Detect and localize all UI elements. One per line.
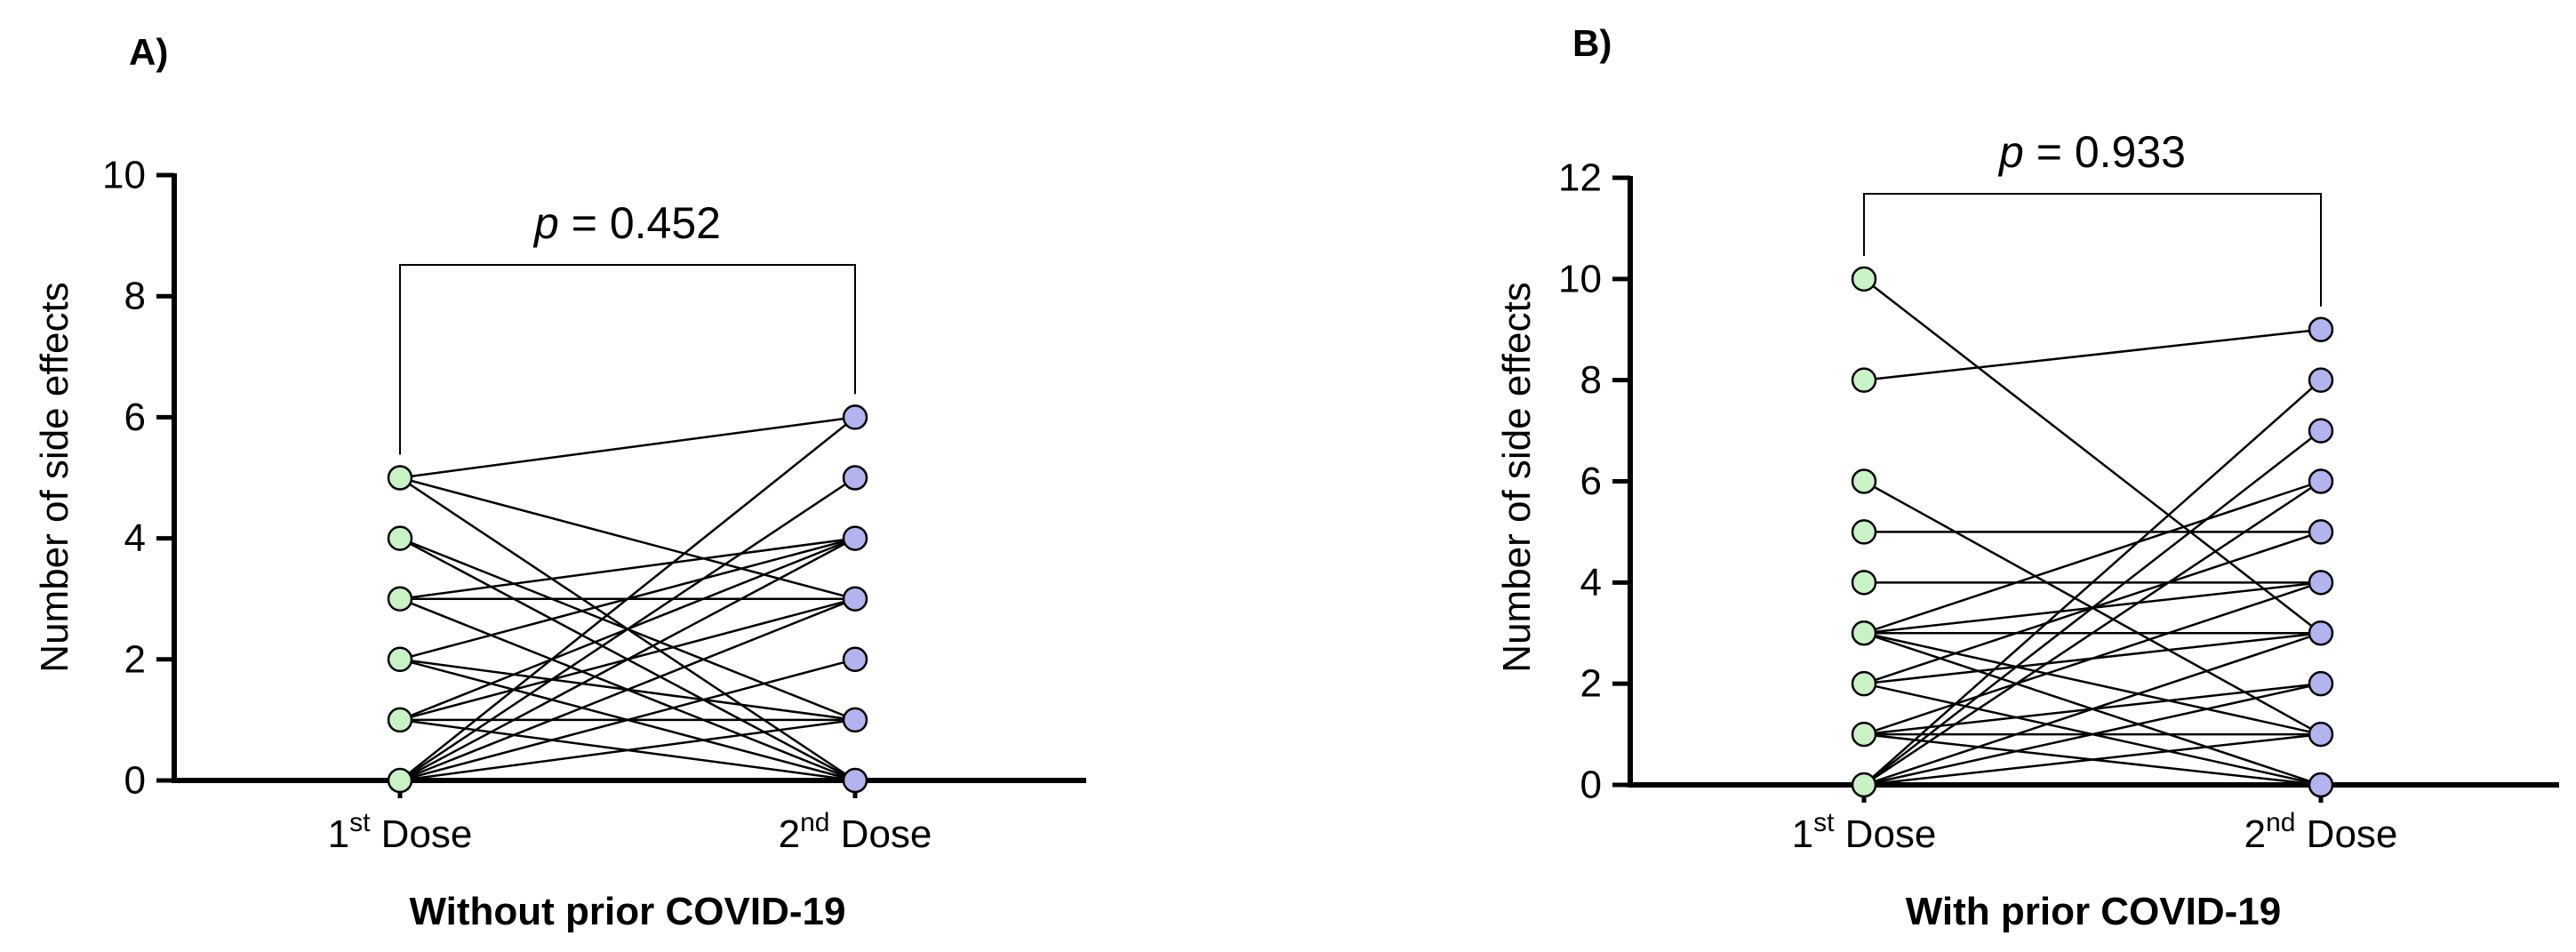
chart1-y-tick-label: 10 bbox=[102, 154, 146, 197]
chart2-second-dose-point bbox=[2308, 721, 2334, 748]
chart2-panel-label: B) bbox=[1572, 22, 1612, 64]
chart-b-svg: B) 0 2 4 6 8 10 12 1st Dose 2nd Dose Number of sid… bbox=[1495, 22, 2559, 933]
chart1-significance-bracket bbox=[399, 264, 856, 455]
chart2-pair-line bbox=[1863, 328, 2322, 381]
chart2-pair-line bbox=[1863, 682, 2322, 787]
chart1-pair-line bbox=[399, 597, 856, 782]
chart2-first-dose-point bbox=[1851, 670, 1877, 697]
chart2-y-tick-label: 4 bbox=[1580, 561, 1602, 604]
chart1-y-tick-label: 0 bbox=[124, 759, 146, 803]
chart1-second-dose-point bbox=[842, 465, 868, 491]
chart1-pair-line bbox=[399, 718, 856, 782]
chart2-pair-line bbox=[1863, 480, 2322, 635]
chart2-first-dose-point bbox=[1851, 570, 1877, 596]
chart1-second-dose-point bbox=[842, 525, 868, 551]
chart2-second-dose-point bbox=[2308, 620, 2334, 646]
chart2-first-dose-point bbox=[1851, 772, 1877, 798]
chart2-y-tick-label: 8 bbox=[1580, 358, 1602, 402]
chart1-second-dose-point bbox=[842, 767, 868, 794]
chart2-y-tick-label: 12 bbox=[1558, 156, 1602, 200]
chart1-second-dose-point bbox=[842, 404, 868, 430]
chart2-first-dose-point bbox=[1851, 266, 1877, 292]
chart1-y-axis-label: Number of side effects bbox=[33, 282, 76, 672]
chart2-y-axis-label: Number of side effects bbox=[1495, 282, 1539, 672]
chart2-second-dose-point bbox=[2308, 772, 2334, 798]
chart2-second-dose-point bbox=[2308, 570, 2334, 596]
chart1-second-dose-point bbox=[842, 707, 868, 733]
chart2-pair-line bbox=[1863, 632, 2322, 736]
chart1-panel-label: A) bbox=[129, 31, 168, 73]
chart1-category-label: 1st Dose bbox=[328, 808, 473, 856]
chart2-pair-line bbox=[1863, 581, 2322, 736]
chart2-pair-line bbox=[1863, 277, 2322, 635]
chart1-x-axis-label: Without prior COVID-19 bbox=[410, 890, 846, 933]
chart1-p-value: p = 0.452 bbox=[532, 198, 721, 248]
chart2-second-dose-point bbox=[2308, 519, 2334, 545]
chart2-first-dose-point bbox=[1851, 367, 1877, 393]
chart2-second-dose-point bbox=[2308, 418, 2334, 444]
panel-b-chart: B) 0 2 4 6 8 10 12 1st Dose 2nd Dose Number of sid… bbox=[1288, 0, 2576, 952]
chart2-significance-bracket bbox=[1863, 193, 2322, 307]
chart2-second-dose-point bbox=[2308, 468, 2334, 494]
chart2-second-dose-point bbox=[2308, 316, 2334, 342]
chart1-second-dose-point bbox=[842, 586, 868, 612]
chart2-pair-line bbox=[1863, 480, 2322, 787]
chart2-first-dose-point bbox=[1851, 468, 1877, 494]
chart1-pair-line bbox=[399, 416, 856, 781]
chart1-second-dose-point bbox=[842, 646, 868, 673]
chart2-category-label: 1st Dose bbox=[1792, 808, 1937, 856]
chart2-first-dose-point bbox=[1851, 519, 1877, 545]
panel-a-chart: A) 0 2 4 6 8 10 1st Dose 2nd Dose Number of side … bbox=[33, 31, 1086, 933]
chart2-pair-line bbox=[1863, 732, 2322, 787]
chart1-first-dose-point bbox=[387, 646, 413, 673]
chart1-first-dose-point bbox=[387, 525, 413, 551]
chart2-y-tick-label: 6 bbox=[1580, 460, 1602, 503]
chart2-x-axis-label: With prior COVID-19 bbox=[1906, 890, 2282, 933]
chart1-pair-line bbox=[399, 416, 856, 479]
chart1-first-dose-point bbox=[387, 707, 413, 733]
chart-a-svg: A) 0 2 4 6 8 10 1st Dose 2nd Dose Number of side … bbox=[33, 31, 1086, 933]
chart2-first-dose-point bbox=[1851, 620, 1877, 646]
chart1-pair-line bbox=[399, 537, 856, 600]
chart2-pair-line bbox=[1863, 632, 2322, 787]
chart2-category-label: 2nd Dose bbox=[2244, 808, 2398, 856]
chart1-category-label: 2nd Dose bbox=[779, 808, 932, 856]
chart2-p-value: p = 0.933 bbox=[1997, 127, 2186, 177]
chart1-first-dose-point bbox=[387, 586, 413, 612]
chart1-first-dose-point bbox=[387, 465, 413, 491]
chart1-pair-line bbox=[399, 476, 856, 782]
chart2-first-dose-point bbox=[1851, 721, 1877, 748]
chart2-second-dose-point bbox=[2308, 367, 2334, 393]
chart2-second-dose-point bbox=[2308, 670, 2334, 697]
chart1-y-tick-label: 4 bbox=[124, 516, 146, 560]
chart2-pair-line bbox=[1863, 429, 2322, 786]
chart2-y-tick-label: 0 bbox=[1580, 764, 1602, 807]
chart2-y-tick-label: 2 bbox=[1580, 662, 1602, 706]
chart2-y-tick-label: 10 bbox=[1558, 257, 1602, 300]
chart1-pair-line bbox=[399, 537, 856, 782]
chart1-pair-line bbox=[399, 658, 856, 782]
chart1-y-tick-label: 8 bbox=[124, 275, 146, 318]
chart1-y-tick-label: 2 bbox=[124, 637, 146, 681]
chart1-y-tick-label: 6 bbox=[124, 396, 146, 439]
chart2-pair-line bbox=[1863, 379, 2322, 786]
chart1-first-dose-point bbox=[387, 767, 413, 794]
chart1-pair-line bbox=[399, 476, 856, 600]
